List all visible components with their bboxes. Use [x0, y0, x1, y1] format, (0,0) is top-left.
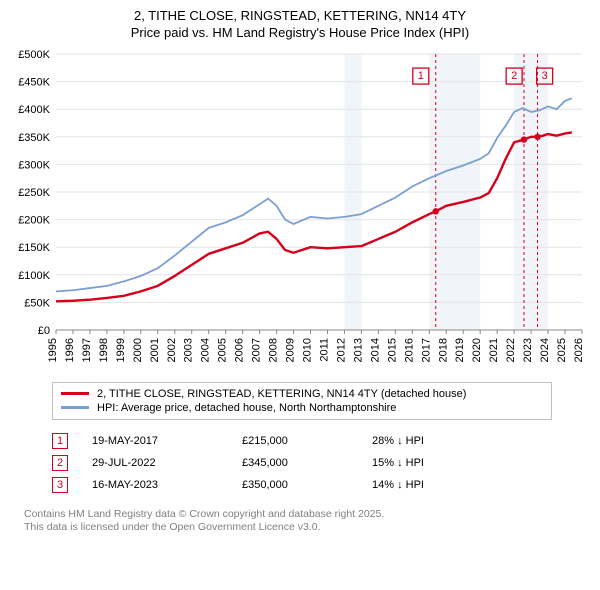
footnote-line-2: This data is licensed under the Open Gov… [24, 521, 321, 533]
x-tick-label: 2010 [302, 338, 314, 362]
x-tick-label: 1998 [98, 338, 110, 362]
x-tick-label: 2018 [437, 338, 449, 362]
sales-row-price: £215,000 [242, 435, 372, 447]
sale-point [521, 136, 527, 142]
title-line-1: 2, TITHE CLOSE, RINGSTEAD, KETTERING, NN… [134, 8, 466, 23]
x-tick-label: 2026 [573, 338, 585, 362]
x-tick-label: 1995 [47, 338, 59, 362]
y-tick-label: £500K [18, 49, 50, 61]
y-tick-label: £150K [18, 242, 50, 254]
sales-row-marker: 2 [52, 455, 68, 471]
sales-row-date: 16-MAY-2023 [92, 479, 242, 491]
sales-row-hpi: 28% ↓ HPI [372, 435, 492, 447]
sales-row-date: 29-JUL-2022 [92, 457, 242, 469]
sales-row: 3 16-MAY-2023£350,00014% ↓ HPI [52, 474, 552, 496]
sale-point [433, 208, 439, 214]
x-tick-label: 1997 [81, 338, 93, 362]
sales-row-date: 19-MAY-2017 [92, 435, 242, 447]
chart-plot-area: £0 £50K £100K £150K £200K £250K £300K £350K £400… [12, 48, 588, 378]
legend-box: 2, TITHE CLOSE, RINGSTEAD, KETTERING, NN… [52, 382, 552, 420]
y-tick-label: £350K [18, 132, 50, 144]
legend-label: HPI: Average price, detached house, Nort… [97, 402, 396, 414]
x-tick-label: 2009 [285, 338, 297, 362]
x-tick-label: 2014 [369, 338, 381, 362]
legend-label: 2, TITHE CLOSE, RINGSTEAD, KETTERING, NN… [97, 388, 466, 400]
x-tick-label: 2012 [335, 338, 347, 362]
sales-table: 1 19-MAY-2017£215,00028% ↓ HPI 2 29-JUL-202… [52, 430, 552, 496]
x-tick-label: 1999 [115, 338, 127, 362]
sales-row-price: £350,000 [242, 479, 372, 491]
legend-row: 2, TITHE CLOSE, RINGSTEAD, KETTERING, NN… [61, 387, 543, 401]
footnote-line-1: Contains HM Land Registry data © Crown c… [24, 508, 384, 520]
x-tick-label: 2021 [488, 338, 500, 362]
series-hpi [56, 98, 572, 291]
annotation-marker-number: 1 [418, 70, 424, 82]
x-tick-label: 2016 [403, 338, 415, 362]
x-tick-label: 2002 [166, 338, 178, 362]
y-tick-label: £450K [18, 76, 50, 88]
legend-swatch [61, 406, 89, 409]
x-tick-label: 2000 [132, 338, 144, 362]
x-tick-label: 2025 [556, 338, 568, 362]
sale-point [534, 133, 540, 139]
x-tick-label: 2017 [420, 338, 432, 362]
x-tick-label: 2005 [217, 338, 229, 362]
chart-title: 2, TITHE CLOSE, RINGSTEAD, KETTERING, NN… [12, 8, 588, 42]
sales-row-hpi: 15% ↓ HPI [372, 457, 492, 469]
annotation-marker-number: 2 [511, 70, 517, 82]
y-tick-label: £200K [18, 214, 50, 226]
line-chart-svg: £0 £50K £100K £150K £200K £250K £300K £350K £400… [12, 48, 588, 378]
sales-row: 1 19-MAY-2017£215,00028% ↓ HPI [52, 430, 552, 452]
y-tick-label: £0 [38, 325, 50, 337]
legend-swatch [61, 392, 89, 395]
x-tick-label: 2019 [454, 338, 466, 362]
annotation-marker-number: 3 [542, 70, 548, 82]
x-tick-label: 2022 [505, 338, 517, 362]
legend-row: HPI: Average price, detached house, Nort… [61, 401, 543, 415]
x-tick-label: 1996 [64, 338, 76, 362]
x-tick-label: 2007 [251, 338, 263, 362]
x-tick-label: 2006 [234, 338, 246, 362]
x-tick-label: 2015 [386, 338, 398, 362]
sales-row-marker: 1 [52, 433, 68, 449]
y-tick-label: £250K [18, 187, 50, 199]
x-tick-label: 2001 [149, 338, 161, 362]
sales-row-hpi: 14% ↓ HPI [372, 479, 492, 491]
x-tick-label: 2003 [183, 338, 195, 362]
y-tick-label: £400K [18, 104, 50, 116]
x-tick-label: 2011 [318, 338, 330, 362]
x-tick-label: 2008 [268, 338, 280, 362]
footnote: Contains HM Land Registry data © Crown c… [24, 508, 588, 535]
y-tick-label: £50K [24, 297, 50, 309]
x-tick-label: 2004 [200, 338, 212, 362]
x-tick-label: 2013 [352, 338, 364, 362]
chart-container: 2, TITHE CLOSE, RINGSTEAD, KETTERING, NN… [0, 0, 600, 590]
y-tick-label: £300K [18, 159, 50, 171]
title-line-2: Price paid vs. HM Land Registry's House … [131, 25, 469, 40]
sales-row: 2 29-JUL-2022£345,00015% ↓ HPI [52, 452, 552, 474]
sales-row-marker: 3 [52, 477, 68, 493]
x-tick-label: 2020 [471, 338, 483, 362]
x-tick-label: 2024 [539, 338, 551, 362]
y-tick-label: £100K [18, 270, 50, 282]
sales-row-price: £345,000 [242, 457, 372, 469]
x-tick-label: 2023 [522, 338, 534, 362]
